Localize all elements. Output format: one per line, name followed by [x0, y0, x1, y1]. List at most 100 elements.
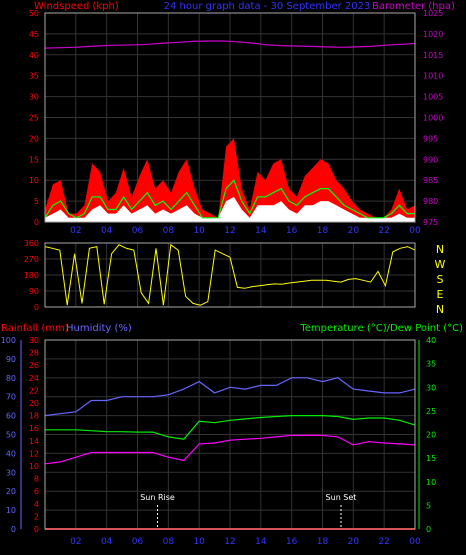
x-tick-label: 02: [70, 537, 81, 547]
x-tick-label: 08: [163, 537, 175, 547]
panel2-ticks: 0 90 180 270 360: [24, 239, 39, 312]
barometer-tick-label: 980: [423, 197, 438, 206]
rainfall-tick-label: 4: [34, 500, 39, 509]
rainfall-tick-label: 26: [29, 361, 39, 370]
humidity-tick-label: 40: [6, 449, 16, 458]
barometer-tick-label: 1000: [423, 114, 443, 123]
windspeed-tick-label: 30: [29, 93, 39, 102]
x-tick-label: 10: [193, 537, 205, 547]
windspeed-tick-label: 40: [29, 51, 39, 60]
humidity-tick-label: 10: [6, 506, 16, 515]
barometer-tick-label: 975: [423, 218, 438, 227]
rainfall-tick-label: 20: [29, 399, 39, 408]
direction-tick-label: 90: [29, 287, 39, 296]
rainfall-tick-label: 0: [34, 525, 39, 534]
compass-letter: N: [436, 303, 444, 316]
x-tick-label: 10: [193, 226, 205, 236]
x-tick-label: 08: [163, 226, 175, 236]
rainfall-axis-label: Rainfall (mm): [1, 323, 69, 334]
humidity-tick-label: 30: [6, 468, 16, 477]
x-tick-label: 18: [317, 226, 329, 236]
panel1-series: [44, 40, 416, 222]
x-tick-label: 06: [132, 537, 144, 547]
x-tick-label: 22: [378, 226, 389, 236]
temperature-tick-label: 10: [426, 478, 436, 487]
rainfall-tick-label: 2: [34, 512, 39, 521]
windspeed-tick-label: 10: [29, 176, 39, 185]
humidity-series: [44, 377, 416, 417]
rainfall-tick-label: 6: [34, 487, 39, 496]
barometer-tick-label: 985: [423, 176, 438, 185]
dew-point-series: [44, 434, 416, 465]
rainfall-tick-label: 22: [29, 386, 39, 395]
panel1-frame: [44, 12, 416, 223]
rainfall-tick-label: 12: [29, 449, 39, 458]
rainfall-tick-label: 28: [29, 349, 39, 358]
temperature-tick-label: 40: [426, 336, 436, 345]
compass-letter: W: [435, 258, 446, 271]
rainfall-tick-label: 18: [29, 412, 39, 421]
wind-series: [45, 196, 415, 222]
panel3-grid: [45, 339, 416, 530]
compass-letter: S: [437, 273, 444, 286]
direction-tick-label: 0: [34, 303, 39, 312]
direction-tick-label: 360: [24, 239, 39, 248]
barometer-tick-label: 1010: [423, 72, 443, 81]
compass-letter: N: [436, 243, 444, 256]
panel3-annotations: Sun Rise Sun Set: [140, 493, 356, 529]
rainfall-tick-label: 24: [29, 374, 39, 383]
temperature-series: [45, 415, 416, 440]
humidity-tick-label: 60: [6, 412, 16, 421]
temperature-tick-label: 35: [426, 360, 436, 369]
panel2-series: [44, 243, 416, 306]
rainfall-tick-label: 10: [29, 462, 39, 471]
x-tick-label: 04: [101, 226, 113, 236]
barometer-series: [44, 40, 416, 49]
x-tick-label: 02: [70, 226, 81, 236]
x-tick-label: 00: [409, 226, 421, 236]
wind-average-series: [44, 179, 415, 219]
panel3-ticks: 0102030405060708090100024681012141618202…: [1, 336, 436, 547]
x-tick-label: 14: [255, 537, 267, 547]
humidity-tick-label: 100: [1, 336, 16, 345]
temperature-tick-label: 25: [426, 407, 436, 416]
x-tick-label: 00: [409, 537, 421, 547]
annotation-label: Sun Rise: [140, 493, 175, 502]
humidity-tick-label: 80: [6, 374, 16, 383]
rainfall-tick-label: 14: [29, 437, 39, 446]
windspeed-tick-label: 15: [29, 155, 39, 164]
annotation-label: Sun Set: [326, 493, 357, 502]
barometer-tick-label: 990: [423, 155, 438, 164]
x-tick-label: 12: [224, 537, 235, 547]
rainfall-tick-label: 16: [29, 424, 39, 433]
rainfall-tick-label: 30: [29, 336, 39, 345]
barometer-tick-label: 1005: [423, 93, 443, 102]
direction-tick-label: 270: [24, 255, 39, 264]
rainfall-tick-label: 8: [34, 475, 39, 484]
humidity-tick-label: 50: [6, 431, 16, 440]
compass-letter: E: [437, 288, 444, 301]
barometer-tick-label: 1020: [423, 30, 443, 39]
x-tick-label: 16: [286, 226, 298, 236]
panel2-frame: [44, 242, 416, 308]
windspeed-tick-label: 45: [29, 30, 39, 39]
x-tick-label: 20: [348, 537, 360, 547]
windspeed-tick-label: 5: [34, 197, 39, 206]
windspeed-tick-label: 25: [29, 114, 39, 123]
humidity-tick-label: 20: [6, 487, 16, 496]
temperature-tick-label: 20: [426, 431, 436, 440]
humidity-tick-label: 0: [11, 525, 16, 534]
windspeed-tick-label: 20: [29, 134, 39, 143]
x-tick-label: 12: [224, 226, 235, 236]
wind-direction-series: [44, 243, 416, 306]
x-tick-label: 22: [378, 537, 389, 547]
x-tick-label: 16: [286, 537, 298, 547]
windspeed-tick-label: 50: [29, 9, 39, 18]
temperature-tick-label: 0: [426, 525, 431, 534]
panel3-frame: [44, 339, 416, 530]
windspeed-tick-label: 0: [34, 218, 39, 227]
barometer-tick-label: 995: [423, 134, 438, 143]
windspeed-axis-label: Windspeed (kph): [34, 1, 119, 12]
